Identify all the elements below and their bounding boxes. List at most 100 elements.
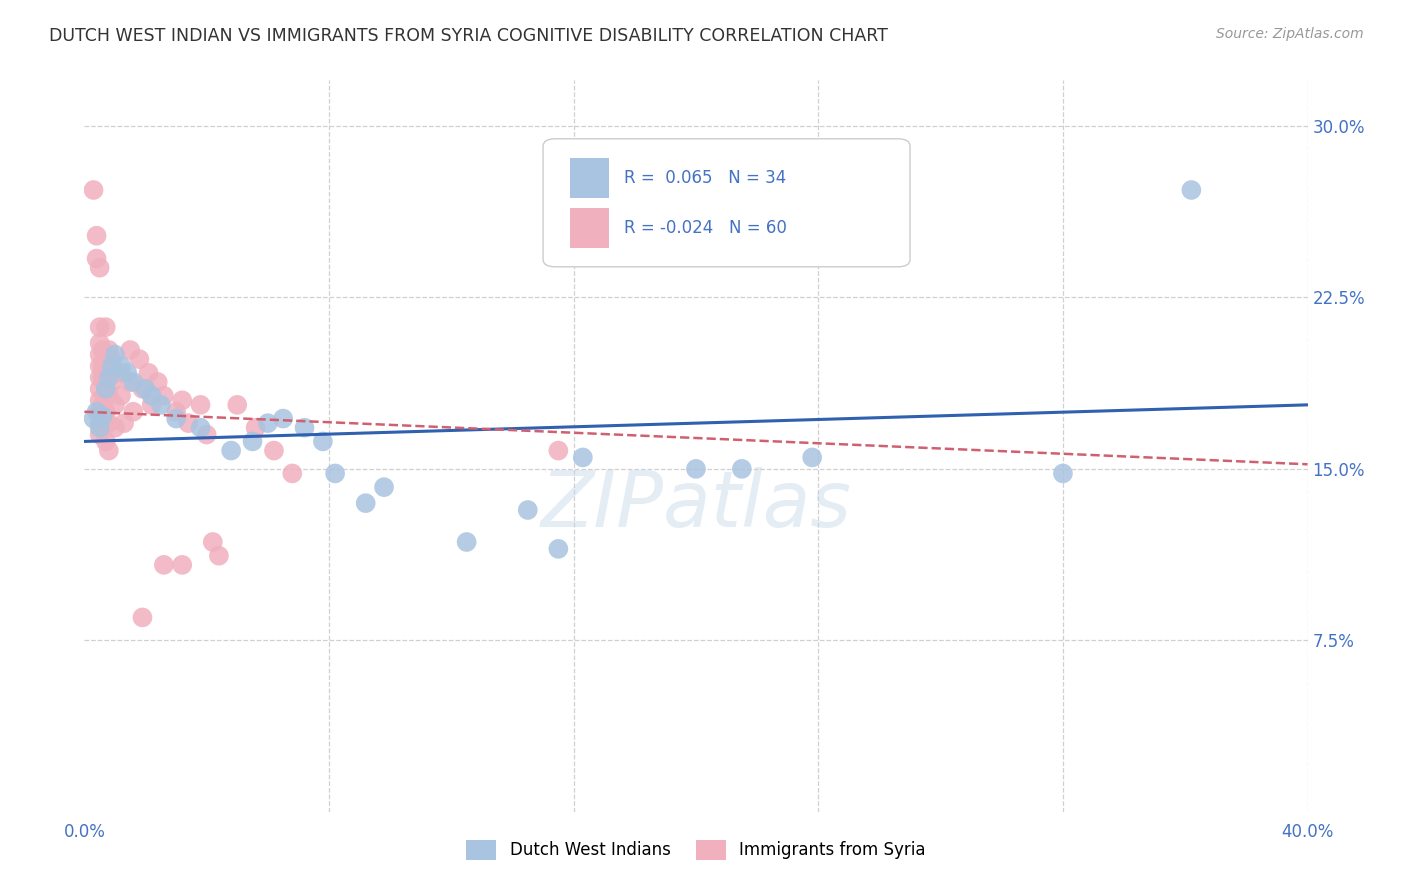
Point [547, 541, 569, 556]
Point [165, 405, 187, 419]
Point [149, 398, 172, 412]
Point [373, 480, 395, 494]
Bar [569, 208, 609, 248]
Point [94, 434, 117, 449]
Point [83, 183, 105, 197]
Point [83, 411, 105, 425]
Point [294, 421, 316, 435]
Text: R = -0.024   N = 60: R = -0.024 N = 60 [624, 219, 787, 236]
Point [89, 382, 111, 396]
Point [801, 450, 824, 465]
Point [257, 416, 280, 430]
Point [242, 434, 264, 449]
Point [201, 535, 224, 549]
Point [86, 252, 108, 266]
Point [271, 411, 294, 425]
Point [91, 343, 114, 357]
Point [281, 467, 304, 481]
Point [97, 389, 120, 403]
Point [101, 359, 124, 373]
Point [146, 375, 169, 389]
Point [97, 443, 120, 458]
Point [89, 416, 111, 430]
Point [456, 535, 478, 549]
Point [89, 405, 111, 419]
Point [1052, 467, 1074, 481]
Point [97, 370, 120, 384]
Point [86, 405, 108, 419]
Point [104, 398, 127, 412]
Point [195, 427, 218, 442]
Point [547, 443, 569, 458]
Point [89, 336, 111, 351]
Point [190, 398, 212, 412]
Point [89, 370, 111, 384]
Point [131, 382, 153, 396]
Point [112, 416, 135, 430]
Point [97, 343, 120, 357]
Point [165, 411, 187, 425]
Point [208, 549, 231, 563]
Point [115, 366, 138, 380]
Point [219, 443, 242, 458]
Point [91, 370, 114, 384]
Point [110, 389, 132, 403]
Point [86, 228, 108, 243]
Point [731, 462, 754, 476]
Point [89, 359, 111, 373]
Point [94, 352, 117, 367]
Point [245, 421, 267, 435]
Point [572, 450, 595, 465]
Point [516, 503, 538, 517]
Point [138, 366, 160, 380]
Point [91, 421, 114, 435]
Point [91, 398, 114, 412]
FancyBboxPatch shape [543, 139, 910, 267]
Point [153, 389, 176, 403]
Point [104, 421, 127, 435]
Point [89, 421, 111, 435]
Point [89, 320, 111, 334]
Point [94, 320, 117, 334]
Point [97, 366, 120, 380]
Point [120, 375, 142, 389]
Point [177, 416, 200, 430]
Point [101, 352, 124, 367]
Point [141, 389, 163, 403]
Point [110, 359, 132, 373]
Point [312, 434, 335, 449]
Point [172, 558, 194, 572]
Text: R =  0.065   N = 34: R = 0.065 N = 34 [624, 169, 786, 186]
Point [89, 427, 111, 442]
Point [131, 610, 153, 624]
Point [91, 359, 114, 373]
Point [94, 382, 117, 396]
Point [141, 398, 163, 412]
Point [122, 405, 145, 419]
Point [190, 421, 212, 435]
Text: ZIPatlas: ZIPatlas [540, 467, 852, 542]
Bar [569, 158, 609, 198]
Point [226, 398, 249, 412]
Point [122, 375, 145, 389]
Point [89, 393, 111, 408]
Point [323, 467, 346, 481]
Point [97, 416, 120, 430]
Point [89, 260, 111, 275]
Point [354, 496, 377, 510]
Point [128, 352, 150, 367]
Text: DUTCH WEST INDIAN VS IMMIGRANTS FROM SYRIA COGNITIVE DISABILITY CORRELATION CHAR: DUTCH WEST INDIAN VS IMMIGRANTS FROM SYR… [49, 27, 889, 45]
Point [1180, 183, 1202, 197]
Point [104, 347, 127, 362]
Point [263, 443, 285, 458]
Point [153, 558, 176, 572]
Legend: Dutch West Indians, Immigrants from Syria: Dutch West Indians, Immigrants from Syri… [460, 833, 932, 867]
Point [135, 382, 157, 396]
Point [101, 375, 124, 389]
Point [89, 347, 111, 362]
Point [94, 405, 117, 419]
Point [91, 409, 114, 424]
Point [94, 382, 117, 396]
Text: Source: ZipAtlas.com: Source: ZipAtlas.com [1216, 27, 1364, 41]
Point [685, 462, 707, 476]
